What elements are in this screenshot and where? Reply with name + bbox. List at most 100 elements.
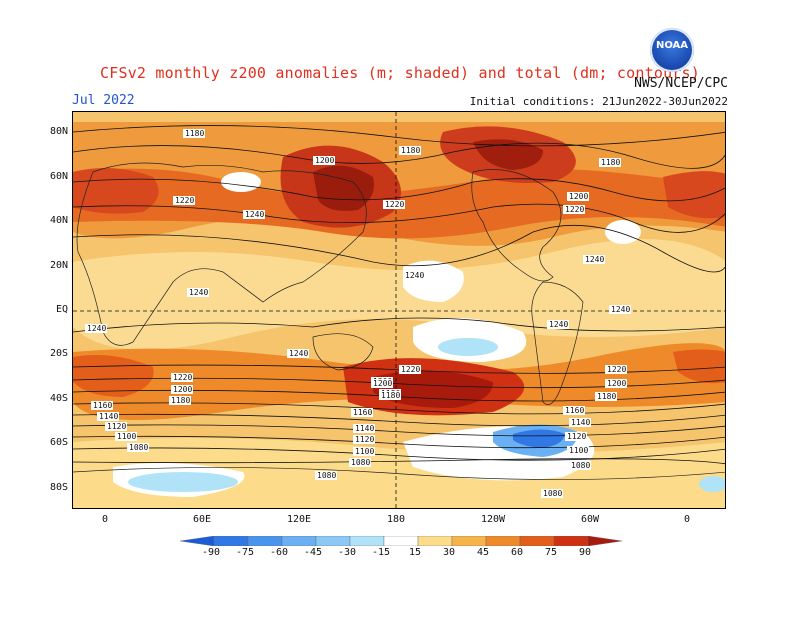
colorbar-label-10: 75 (544, 547, 558, 558)
colorbar-swatch-2 (247, 536, 283, 546)
contour-label-bg-28 (379, 391, 401, 400)
contour-label-bg-2 (399, 146, 421, 155)
contour-label-38: 1140 (571, 418, 590, 427)
tropical-white-patch (403, 260, 464, 302)
contour-label-37: 1160 (565, 406, 584, 415)
colorbar-label-8: 45 (476, 547, 490, 558)
colorbar-swatches (180, 536, 622, 546)
contour-label-25: 1100 (117, 432, 136, 441)
contour-label-bg-0 (183, 129, 205, 138)
lat-label-80s: 80S (49, 482, 68, 493)
eurasia-africa-outline (76, 162, 367, 346)
colorbar-label-0: -90 (201, 547, 221, 558)
colorbar-label-1: -75 (235, 547, 255, 558)
contour-label-bg-7 (567, 192, 589, 201)
contour-label-bg-38 (569, 418, 591, 427)
contour-label-24: 1120 (107, 422, 126, 431)
contour-label-1: 1200 (315, 156, 334, 165)
anomaly-map: 1180 1200 1180 1180 1220 1240 1220 1200 … (72, 111, 726, 509)
australia-outline (312, 333, 374, 371)
contour-south-6 (73, 424, 725, 437)
contour-label-22: 1160 (93, 401, 112, 410)
lat-label-20n: 20N (49, 260, 68, 271)
contour-label-bg-25 (115, 432, 137, 441)
contour-label-bg-12 (85, 324, 107, 333)
contour-south-8 (73, 447, 725, 461)
colorbar-label-11: 90 (578, 547, 592, 558)
contour-label-bg-26 (127, 443, 149, 452)
south-pacific-blue-patch (438, 338, 498, 356)
contour-label-17: 1200 (173, 385, 192, 394)
lon-label-60w: 60W (580, 514, 600, 525)
contour-label-7: 1200 (569, 192, 588, 201)
lat-label-60s: 60S (49, 437, 68, 448)
contour-label-10: 1240 (585, 255, 604, 264)
colorbar-swatch-1 (213, 536, 249, 546)
contour-label-bg-34 (605, 365, 627, 374)
colorbar-swatch-9 (485, 536, 521, 546)
contour-label-bg-39 (565, 432, 587, 441)
colorbar-label-9: 60 (510, 547, 524, 558)
atlantic-red-anomaly (663, 171, 725, 219)
contour-label-bg-6 (383, 200, 405, 209)
south-pacific-darkred-anomaly (373, 370, 493, 408)
colorbar-swatch-3 (281, 536, 317, 546)
contour-label-0: 1180 (185, 129, 204, 138)
contour-label-bg-18 (169, 396, 191, 405)
lon-label-60e: 60E (192, 514, 212, 525)
contour-label-bg-42 (315, 471, 337, 480)
contour-north-1 (73, 125, 725, 147)
contour-north-4 (73, 203, 725, 233)
antarctica-outline (73, 467, 725, 480)
contour-label-4: 1220 (175, 196, 194, 205)
contour-label-bg-11 (187, 288, 209, 297)
contour-label-8: 1220 (565, 205, 584, 214)
contour-label-26: 1080 (129, 443, 148, 452)
contour-label-19: 1220 (401, 365, 420, 374)
contour-1240 (73, 224, 725, 273)
contour-label-27: 1200 (373, 379, 392, 388)
colorbar-label-3: -45 (303, 547, 323, 558)
contour-south-9 (73, 458, 725, 465)
colorbar-swatch-5 (349, 536, 385, 546)
contour-label-14: 1240 (549, 320, 568, 329)
south-blue-patch-east (699, 476, 725, 492)
contour-label-39: 1120 (567, 432, 586, 441)
contour-label-bg-41 (569, 461, 591, 470)
lat-label-eq: EQ (55, 304, 68, 315)
colorbar-label-2: -60 (269, 547, 289, 558)
contour-south-7 (73, 435, 725, 449)
colorbar (180, 536, 622, 546)
contour-label-32: 1100 (355, 447, 374, 456)
contour-label-bg-17 (171, 385, 193, 394)
noaa-logo: NOAA (650, 28, 694, 72)
contour-label-bg-14 (547, 320, 569, 329)
south-america-outline (531, 281, 584, 405)
contour-label-13: 1240 (289, 349, 308, 358)
contour-label-bg-36 (595, 392, 617, 401)
lat-label-40n: 40N (49, 215, 68, 226)
colorbar-swatch-4 (315, 536, 351, 546)
contour-label-group: 1180 1200 1180 1180 1220 1240 1220 1200 … (85, 129, 631, 498)
south-blue-patch-west (128, 472, 238, 492)
coastlines (73, 162, 725, 480)
agency-label: NWS/NCEP/CPC (634, 76, 728, 91)
contour-label-34: 1220 (607, 365, 626, 374)
contour-label-3: 1180 (601, 158, 620, 167)
contour-label-11: 1240 (189, 288, 208, 297)
colorbar-label-6: 15 (408, 547, 422, 558)
contour-label-bg-23 (97, 412, 119, 421)
north-white-spot (221, 172, 261, 192)
contour-label-bg-31 (353, 435, 375, 444)
lon-label-0: 0 (101, 514, 109, 525)
contour-label-36: 1180 (597, 392, 616, 401)
chart-title: CFSv2 monthly z200 anomalies (m; shaded)… (100, 64, 700, 82)
south-atlantic-red-anomaly (673, 349, 725, 384)
noaa-logo-text: NOAA (655, 40, 689, 51)
contour-label-bg-22 (91, 401, 113, 410)
contour-label-bg-8 (563, 205, 585, 214)
arctic-darkred-anomaly (473, 139, 543, 170)
contour-label-bg-13 (287, 349, 309, 358)
contour-label-6: 1220 (385, 200, 404, 209)
contour-label-bg-40 (567, 446, 589, 455)
